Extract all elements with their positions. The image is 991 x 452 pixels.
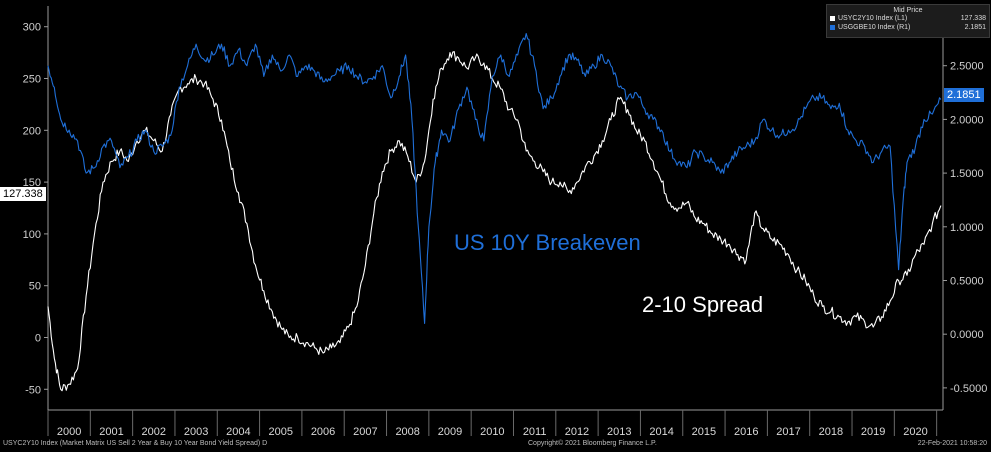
- footer-copyright: Copyright© 2021 Bloomberg Finance L.P.: [528, 440, 657, 447]
- x-tick-label: 2012: [565, 426, 589, 438]
- legend: Mid Price USYC2Y10 Index (L1) 127.338 US…: [826, 4, 990, 38]
- right-tick-label: 2.0000: [950, 114, 984, 126]
- x-tick-label: 2005: [269, 426, 293, 438]
- annotation-2-10-spread: 2-10 Spread: [642, 292, 764, 317]
- x-tick-label: 2002: [142, 426, 166, 438]
- left-tick-label: 300: [23, 22, 41, 34]
- last-value-tag-spread: 127.338: [0, 187, 46, 201]
- legend-label: USGGBE10 Index (R1): [838, 24, 911, 31]
- left-tick-label: 150: [23, 177, 41, 189]
- x-tick-label: 2000: [57, 426, 81, 438]
- x-tick-label: 2015: [692, 426, 716, 438]
- right-tick-label: 2.5000: [950, 61, 984, 73]
- x-tick-label: 2007: [353, 426, 377, 438]
- x-tick-label: 2009: [438, 426, 462, 438]
- x-tick-label: 2016: [734, 426, 758, 438]
- legend-value: 127.338: [960, 15, 986, 22]
- footer-timestamp: 22-Feb-2021 10:58:20: [917, 440, 987, 447]
- annotation-us10y-breakeven: US 10Y Breakeven: [454, 230, 641, 255]
- x-tick-label: 2018: [819, 426, 843, 438]
- right-tick-label: 1.5000: [950, 168, 984, 180]
- legend-value: 2.1851: [964, 24, 986, 31]
- series-lines: [47, 32, 942, 392]
- x-tick-label: 2011: [523, 426, 547, 438]
- left-tick-label: 100: [23, 229, 41, 241]
- x-tick-label: 2010: [480, 426, 504, 438]
- x-tick-label: 2014: [649, 426, 673, 438]
- x-tick-label: 2019: [861, 426, 885, 438]
- last-value-tag-breakeven: 2.1851: [944, 88, 984, 102]
- series-line-us10y-breakeven: [47, 32, 942, 324]
- left-tick-label: -50: [25, 384, 41, 396]
- x-tick-label: 2017: [776, 426, 800, 438]
- right-tick-label: 0.0000: [950, 329, 984, 341]
- x-tick-label: 2004: [226, 426, 250, 438]
- axes: [47, 6, 944, 411]
- x-tick-label: 2001: [99, 426, 123, 438]
- legend-header: Mid Price: [893, 7, 923, 14]
- right-tick-label: 1.0000: [950, 222, 984, 234]
- right-tick-label: 0.5000: [950, 275, 984, 287]
- x-tick-label: 2013: [607, 426, 631, 438]
- left-tick-label: 0: [35, 332, 41, 344]
- legend-swatch-blue: [830, 25, 835, 30]
- footer-series-description: USYC2Y10 Index (Market Matrix US Sell 2 …: [3, 440, 268, 447]
- legend-swatch-white: [830, 16, 835, 21]
- x-tick-label: 2006: [311, 426, 335, 438]
- legend-entry-breakeven: USGGBE10 Index (R1) 2.1851: [827, 23, 989, 32]
- x-tick-label: 2003: [184, 426, 208, 438]
- right-axis-ticks: -0.5000 0.0000 0.5000 1.0000 1.5000 2.0000 2.5…: [943, 7, 987, 395]
- x-tick-label: 2020: [903, 426, 927, 438]
- left-tick-label: 250: [23, 74, 41, 86]
- legend-entry-spread: USYC2Y10 Index (L1) 127.338: [827, 14, 989, 23]
- legend-label: USYC2Y10 Index (L1): [838, 15, 908, 22]
- left-tick-label: 50: [29, 281, 41, 293]
- left-tick-label: 200: [23, 125, 41, 137]
- x-axis-ticks: 2000 2001 2002 2003 2004 2005 2006 2007 2008 2009…: [47, 410, 938, 438]
- right-tick-label: -0.5000: [950, 383, 987, 395]
- left-axis-ticks: -50 0 50 100 150 200 250 300: [23, 22, 48, 396]
- x-tick-label: 2008: [395, 426, 419, 438]
